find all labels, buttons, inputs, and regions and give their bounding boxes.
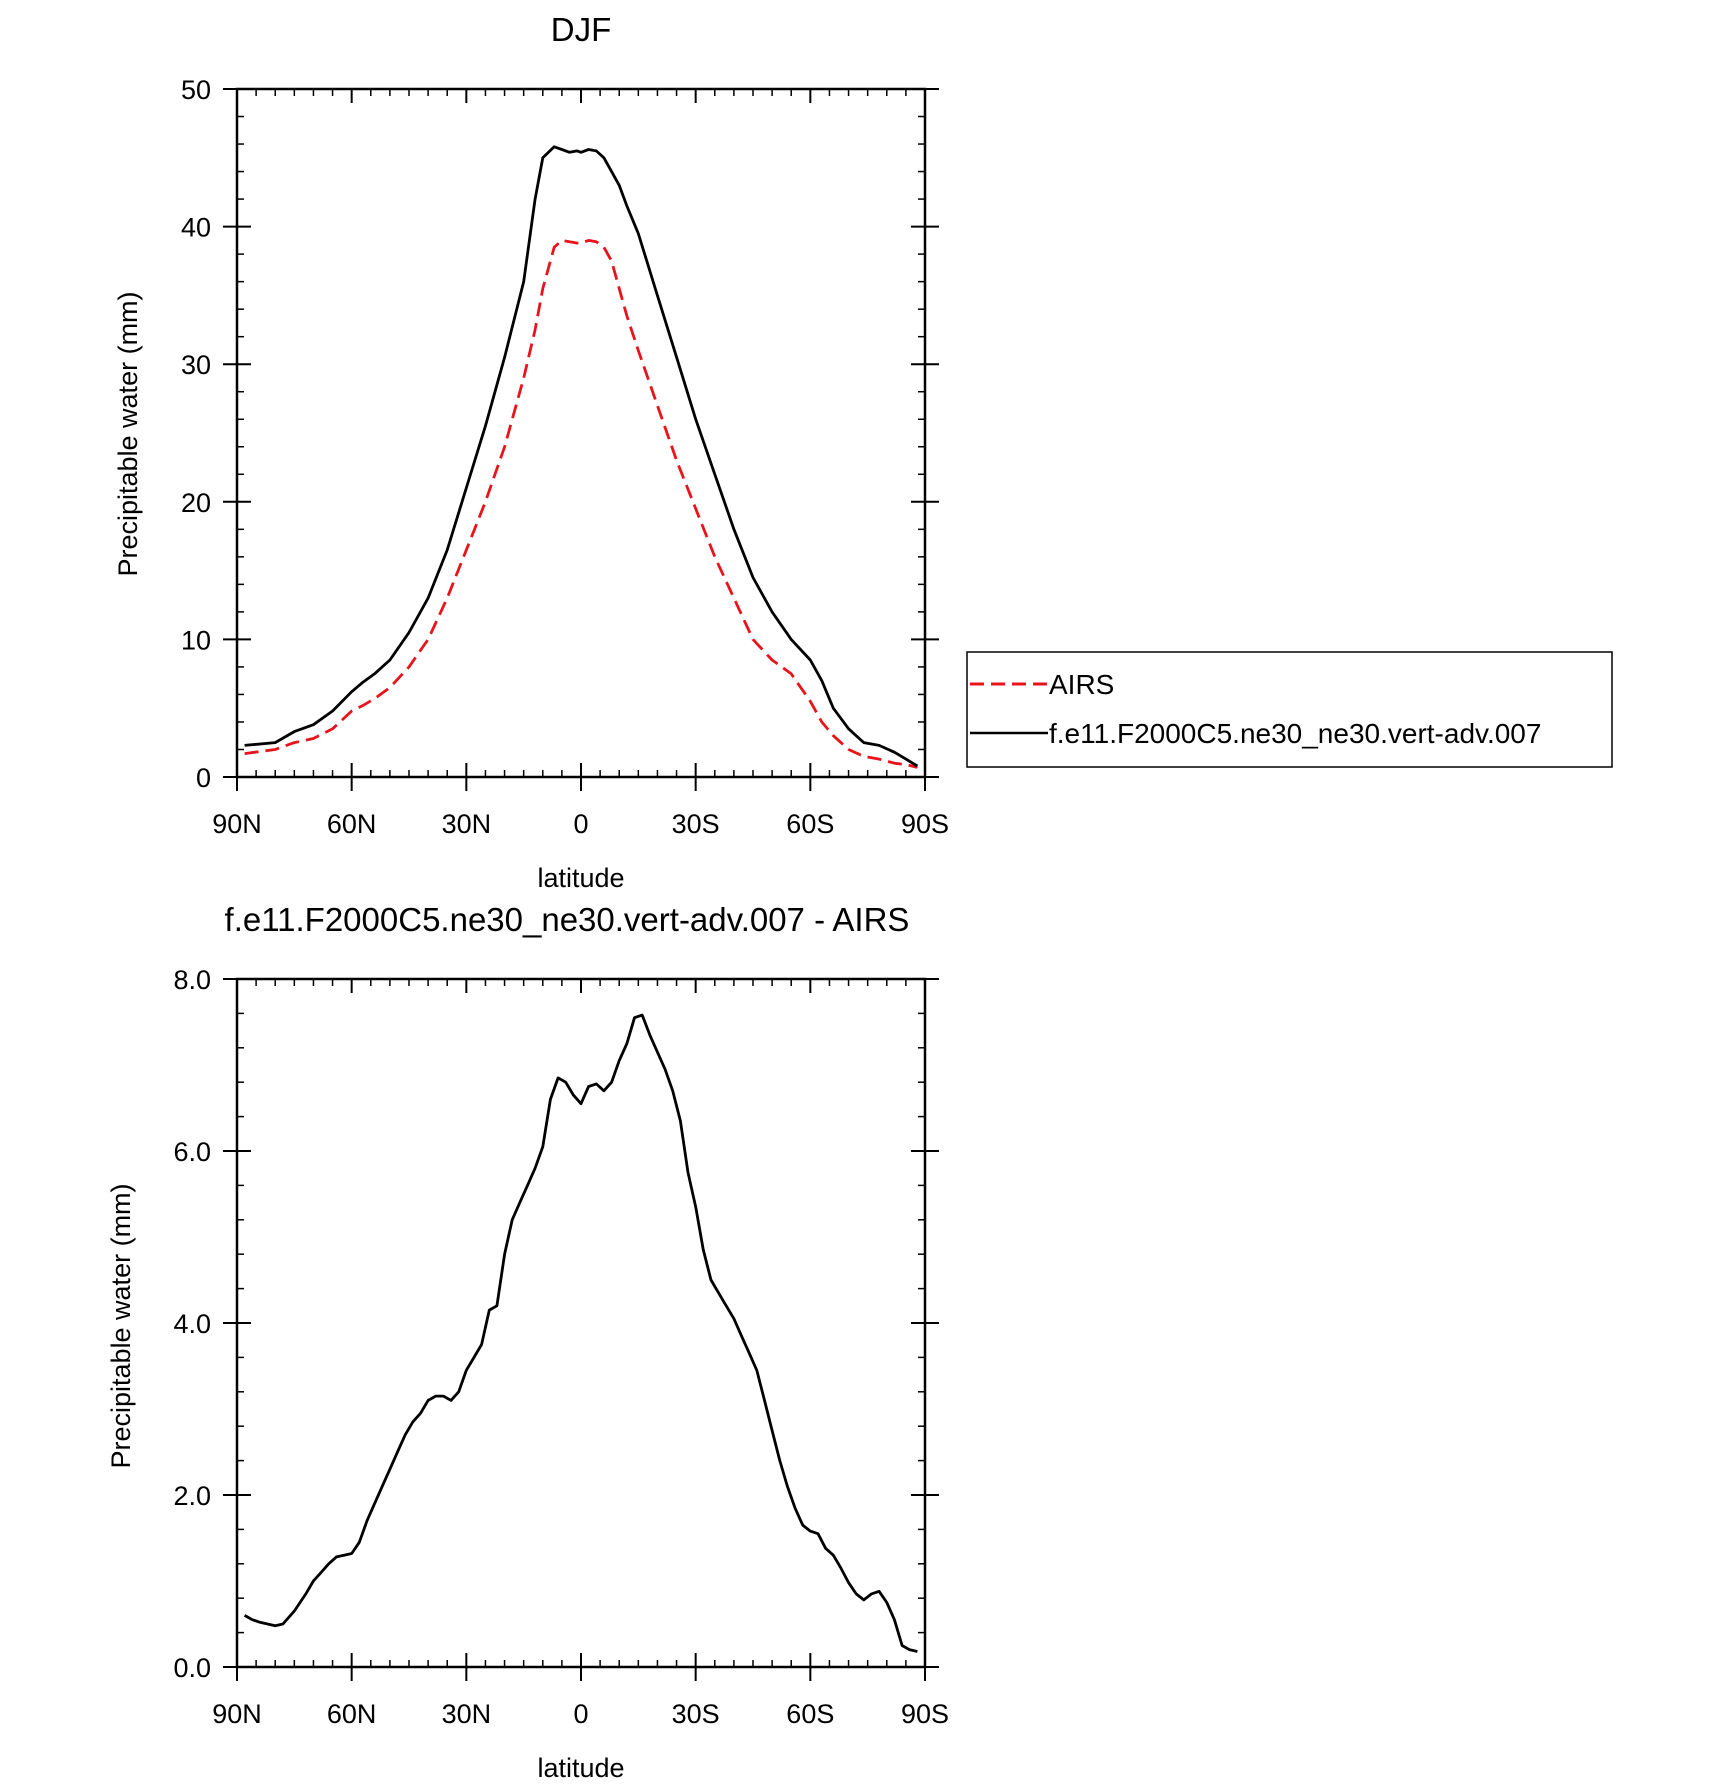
series-line-difference [243,1013,918,1653]
bottom-chart: f.e11.F2000C5.ne30_ne30.vert-adv.007 - A… [106,901,949,1783]
top-chart-tick-labels: 90N 60N 30N 0 30S 60S 90S 0 10 20 30 40 50 [181,75,949,839]
x-tick-label: 90N [212,1699,262,1729]
y-tick-label: 0 [196,763,211,793]
x-tick-label: 30N [442,809,492,839]
top-chart-title: DJF [551,11,612,48]
x-tick-label: 0 [573,1699,588,1729]
top-chart-plot-frame [235,87,927,779]
legend-label-model: f.e11.F2000C5.ne30_ne30.vert-adv.007 [1049,718,1541,749]
x-tick-label: 60N [327,809,377,839]
y-tick-label: 50 [181,75,211,105]
series-line-airs [244,238,918,769]
y-tick-label: 40 [181,213,211,243]
x-tick-label: 30S [672,809,720,839]
x-tick-label: 90N [212,809,262,839]
series-line-model [244,145,919,768]
bottom-chart-tick-labels: 90N 60N 30N 0 30S 60S 90S 0.0 2.0 4.0 6.0 8.0 [173,965,949,1729]
top-chart-x-axis-label: latitude [537,863,624,893]
y-tick-label: 0.0 [173,1653,211,1683]
y-tick-label: 20 [181,488,211,518]
y-tick-label: 6.0 [173,1137,211,1167]
legend-label-airs: AIRS [1049,669,1114,700]
x-tick-label: 60N [327,1699,377,1729]
y-tick-label: 10 [181,625,211,655]
x-tick-label: 90S [901,1699,949,1729]
top-chart-y-axis-label: Precipitable water (mm) [113,291,143,576]
x-tick-label: 90S [901,809,949,839]
x-tick-label: 30N [442,1699,492,1729]
bottom-chart-series [243,1013,918,1653]
legend-box [966,651,1613,768]
top-chart: DJF Precipitable water (mm) latitude 90N… [113,11,1613,893]
x-tick-label: 30S [672,1699,720,1729]
x-tick-label: 60S [786,1699,834,1729]
bottom-chart-title: f.e11.F2000C5.ne30_ne30.vert-adv.007 - A… [225,901,910,938]
bottom-chart-ticks [223,978,939,1681]
bottom-chart-plot-frame [235,977,927,1669]
bottom-chart-x-axis-label: latitude [537,1753,624,1783]
y-tick-label: 2.0 [173,1481,211,1511]
x-tick-label: 60S [786,809,834,839]
top-chart-legend: AIRS f.e11.F2000C5.ne30_ne30.vert-adv.00… [966,651,1613,768]
y-tick-label: 8.0 [173,965,211,995]
x-tick-label: 0 [573,809,588,839]
bottom-chart-y-axis-label: Precipitable water (mm) [106,1183,136,1468]
y-tick-label: 4.0 [173,1309,211,1339]
top-chart-ticks [223,88,939,791]
top-chart-series [244,145,919,769]
y-tick-label: 30 [181,350,211,380]
